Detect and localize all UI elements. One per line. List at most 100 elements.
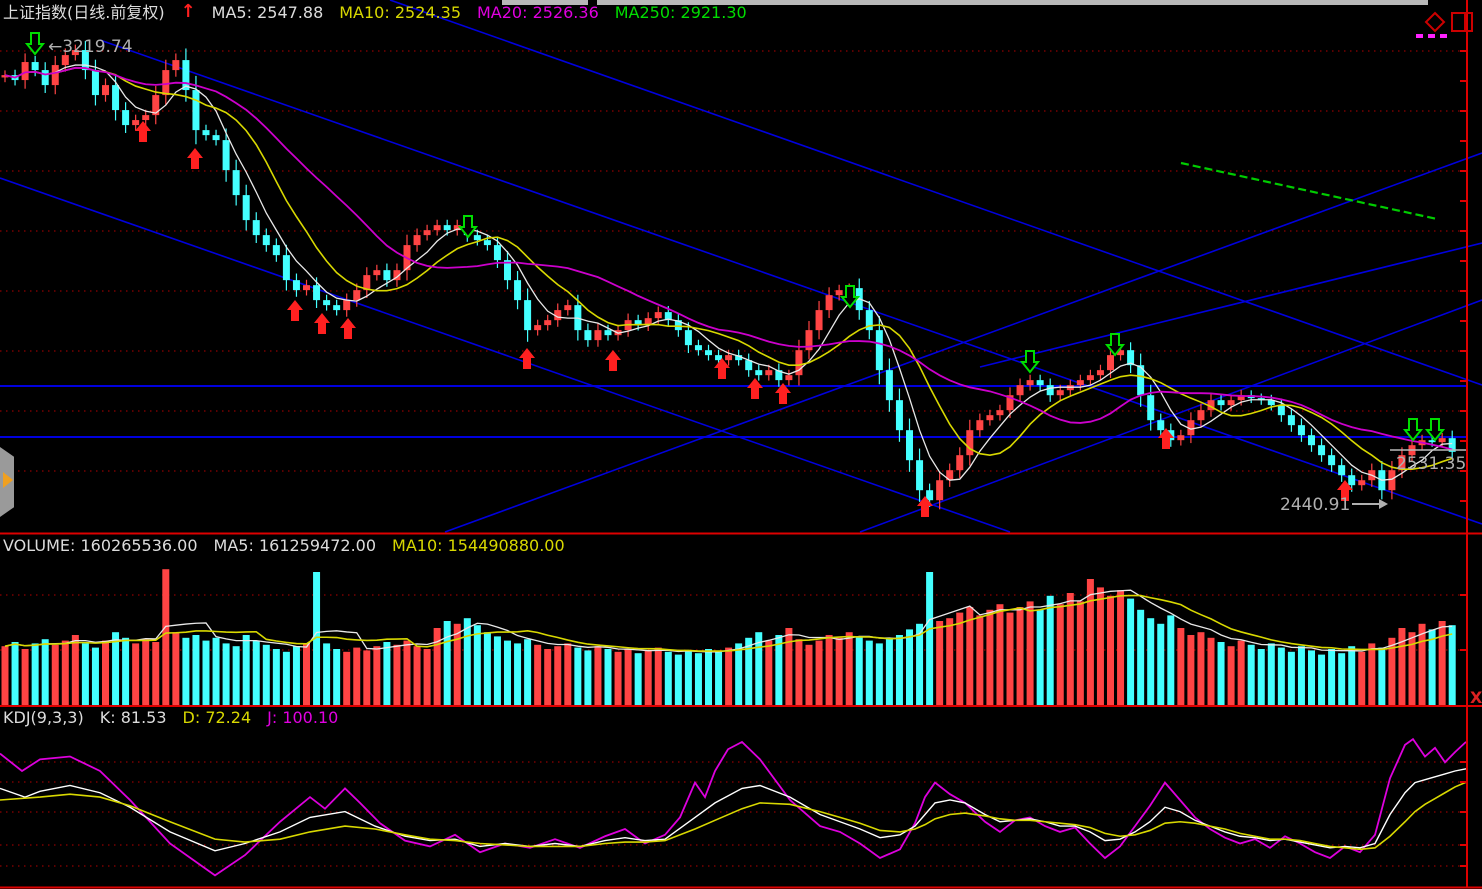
candle-body bbox=[755, 370, 763, 376]
candle-body bbox=[885, 370, 893, 401]
volume-bar bbox=[1398, 628, 1406, 705]
candle-body bbox=[926, 490, 934, 501]
candle-body bbox=[835, 290, 843, 296]
candle-body bbox=[21, 62, 29, 81]
candle-body bbox=[775, 370, 783, 381]
volume-bar bbox=[1318, 654, 1326, 705]
volume-bar bbox=[604, 649, 612, 705]
volume-bar bbox=[383, 642, 391, 705]
volume-bar bbox=[1147, 618, 1155, 705]
candle-body bbox=[91, 70, 99, 96]
draw-tool-dash-icon[interactable] bbox=[1440, 34, 1447, 38]
candle-body bbox=[684, 330, 692, 346]
low-pointer-arrowhead bbox=[1379, 499, 1388, 509]
volume-bar bbox=[986, 609, 994, 705]
candle-body bbox=[634, 320, 642, 326]
volume-bar bbox=[453, 623, 461, 705]
candle-body bbox=[1398, 455, 1406, 471]
volume-bar bbox=[1137, 609, 1145, 705]
candle-body bbox=[1287, 415, 1295, 426]
draw-tool-dash-icon[interactable] bbox=[1416, 34, 1423, 38]
volume-bar bbox=[313, 572, 321, 705]
candle-body bbox=[986, 415, 994, 421]
price-ma10-line bbox=[4, 67, 1453, 470]
volume-ma10-value: MA10: 154490880.00 bbox=[392, 536, 565, 555]
candle-body bbox=[654, 312, 662, 319]
candle-body bbox=[805, 330, 813, 351]
kdj-d-value: D: 72.24 bbox=[182, 708, 252, 727]
candle-body bbox=[1137, 365, 1145, 396]
volume-bar bbox=[715, 651, 723, 705]
volume-bar bbox=[755, 632, 763, 705]
volume-bar bbox=[272, 649, 280, 705]
candle-body bbox=[333, 305, 341, 311]
volume-bar bbox=[102, 640, 109, 705]
sell-signal-arrow-icon bbox=[839, 285, 861, 309]
candle-body bbox=[664, 312, 672, 321]
volume-bar bbox=[1016, 607, 1024, 705]
volume-bar bbox=[1277, 647, 1285, 705]
volume-bar bbox=[1066, 593, 1074, 705]
window-top-edge-gap bbox=[588, 0, 597, 5]
volume-bar bbox=[936, 621, 944, 705]
volume-bar bbox=[594, 646, 602, 705]
candle-body bbox=[1448, 438, 1456, 452]
candle-body bbox=[41, 70, 49, 86]
volume-bar bbox=[1036, 609, 1044, 705]
candle-body bbox=[1217, 400, 1225, 406]
volume-bar bbox=[303, 643, 310, 705]
volume-bar bbox=[976, 615, 984, 705]
trend-line bbox=[99, 39, 1482, 525]
candle-body bbox=[202, 130, 210, 136]
volume-bar bbox=[1187, 635, 1195, 705]
candle-body bbox=[705, 350, 712, 356]
kdj-j-line bbox=[0, 737, 1467, 877]
volume-bar bbox=[865, 640, 873, 705]
volume-bar bbox=[885, 637, 893, 705]
buy-signal-arrow-icon bbox=[714, 358, 730, 379]
volume-bar bbox=[493, 636, 501, 705]
candle-body bbox=[483, 240, 491, 246]
price-ma20-line bbox=[4, 66, 1453, 451]
draw-tool-dash-icon[interactable] bbox=[1428, 34, 1435, 38]
volume-bar bbox=[232, 646, 240, 705]
volume-bar bbox=[875, 643, 883, 705]
volume-bar bbox=[534, 644, 542, 705]
window-restore-icon[interactable] bbox=[1451, 12, 1473, 32]
close-pane-button[interactable]: X bbox=[1470, 688, 1482, 707]
expand-arrow-icon[interactable] bbox=[3, 472, 13, 488]
candle-body bbox=[1026, 380, 1034, 386]
volume-bar bbox=[152, 642, 160, 705]
candle-body bbox=[393, 270, 401, 281]
volume-bar bbox=[584, 650, 592, 705]
volume-bar bbox=[524, 639, 532, 705]
candle-body bbox=[1016, 385, 1024, 396]
volume-bar bbox=[323, 643, 331, 705]
volume-bar bbox=[1338, 653, 1346, 705]
ma5-value: MA5: 2547.88 bbox=[211, 3, 324, 22]
volume-bar bbox=[504, 640, 511, 705]
volume-bar bbox=[473, 625, 481, 705]
candle-body bbox=[303, 285, 310, 291]
candle-body bbox=[1117, 350, 1125, 356]
candle-body bbox=[102, 85, 109, 96]
volume-bar bbox=[31, 643, 39, 705]
period-high-label: ←3219.74 bbox=[48, 37, 133, 57]
volume-bar bbox=[1167, 615, 1175, 705]
volume-bar bbox=[825, 635, 833, 705]
volume-bar bbox=[795, 639, 803, 705]
volume-bar bbox=[1408, 632, 1416, 705]
volume-bar bbox=[785, 628, 793, 705]
volume-bar bbox=[142, 639, 150, 705]
sell-signal-arrow-icon bbox=[1402, 418, 1424, 442]
volume-bar bbox=[1428, 629, 1436, 705]
volume-bar bbox=[916, 623, 924, 705]
volume-bar bbox=[775, 635, 783, 705]
candle-body bbox=[1267, 400, 1275, 406]
candle-body bbox=[1056, 390, 1064, 396]
diamond-tool-icon[interactable] bbox=[1424, 11, 1446, 33]
candle-body bbox=[1086, 375, 1094, 381]
candle-body bbox=[916, 460, 924, 491]
